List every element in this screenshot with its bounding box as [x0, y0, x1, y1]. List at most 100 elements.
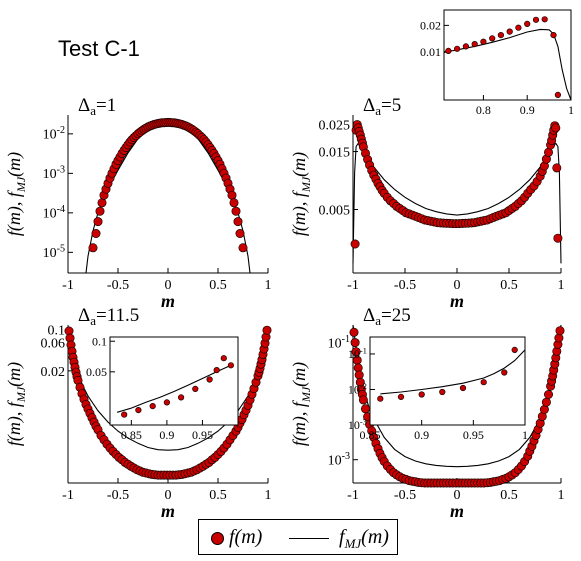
data-point: [350, 338, 360, 348]
data-point: [543, 389, 553, 399]
panel-delta_a_11_5_inset: 0.85 0.9 0.95 0.05 0.1: [86, 334, 239, 442]
plot-area: [85, 117, 251, 274]
data-point: [95, 206, 105, 216]
x-axis-label: m: [450, 291, 464, 311]
inset-frame: [109, 336, 239, 426]
data-point: [524, 20, 531, 28]
data-point: [360, 404, 370, 414]
x-tick-label: -1: [347, 278, 359, 293]
y-tick-label: 10-3: [43, 165, 65, 183]
x-tick-label: 0.5: [209, 488, 227, 503]
x-tick-label: 0: [165, 488, 172, 503]
plot-area: [349, 324, 565, 488]
x-tick-label: 1: [558, 488, 565, 503]
fmj-line: [352, 142, 562, 264]
x-tick-label: -0.5: [107, 488, 129, 503]
data-point: [480, 379, 487, 386]
y-tick-label: 10-4: [43, 204, 65, 222]
y-axis-label: f(m), fMJ(m): [289, 362, 313, 446]
data-point: [515, 24, 522, 31]
x-tick-label: 1: [265, 488, 272, 503]
y-axis-label: f(m), fMJ(m): [4, 362, 28, 446]
y-axis-label: f(m), fMJ(m): [289, 152, 313, 236]
y-tick-label: 0.015: [319, 145, 351, 160]
y-tick-label: 10-1: [348, 345, 367, 361]
y-tick-label: 0.06: [41, 337, 66, 352]
x-tick-label: 0.85: [121, 428, 142, 442]
data-point: [349, 327, 359, 337]
data-point: [91, 229, 101, 239]
x-axis-label: m: [161, 291, 175, 311]
plot-area: [443, 16, 572, 101]
y-tick-label: 0.02: [420, 19, 441, 33]
data-point: [454, 45, 461, 52]
y-tick-label: 0.1: [92, 334, 107, 348]
x-tick-label: 0.5: [209, 278, 227, 293]
data-point: [358, 395, 368, 405]
x-tick-label: -1: [62, 488, 74, 503]
y-tick-label: 10-2: [43, 125, 65, 143]
plot-area: [64, 325, 272, 480]
y-tick-label: 10-2: [348, 381, 367, 397]
plot-area: [116, 355, 234, 418]
fmj-line: [85, 121, 251, 274]
plot-area: [350, 120, 563, 264]
fmj-line: [380, 349, 526, 395]
legend-marker-icon: [211, 532, 224, 545]
data-point: [480, 38, 487, 45]
panel-annotation: Δa=1: [78, 95, 116, 118]
x-tick-label: 0.5: [500, 488, 518, 503]
x-tick-label: 0: [454, 488, 461, 503]
x-axis-label: m: [161, 501, 175, 521]
data-point: [418, 391, 425, 398]
x-tick-label: -1: [62, 278, 74, 293]
x-tick-label: 1: [265, 278, 272, 293]
data-point: [163, 399, 170, 406]
x-tick-label: 1: [558, 278, 565, 293]
x-tick-label: -0.5: [394, 278, 416, 293]
data-point: [497, 31, 505, 39]
data-point: [149, 403, 156, 410]
data-point: [551, 123, 561, 133]
y-tick-label: 0.025: [319, 119, 351, 134]
x-tick-label: 0.85: [360, 428, 381, 442]
panel-delta_a_25_inset: 0.85 0.9 0.95 1 10-3 10-2 10-1: [348, 336, 528, 442]
y-tick-label: 10-3: [328, 451, 350, 469]
x-tick-label: -0.5: [394, 488, 416, 503]
x-tick-label: 0.9: [159, 428, 174, 442]
x-tick-label: 0.5: [500, 278, 518, 293]
data-point: [229, 198, 239, 208]
figure-title: Test C-1: [58, 36, 140, 61]
data-point: [235, 229, 245, 239]
y-tick-label: 0.1: [48, 324, 66, 339]
y-tick-label: 0.02: [41, 365, 66, 380]
panel-delta_a_1: -1 -0.5 0 0.5 1 10-5 10-4 10-3 10-2 Δa=1 m f(m), fM…: [4, 95, 272, 311]
x-tick-label: 0.8: [476, 103, 491, 117]
data-point: [506, 28, 513, 35]
data-point: [459, 384, 467, 392]
data-point: [553, 233, 563, 243]
data-point: [88, 243, 98, 253]
data-point: [511, 346, 518, 354]
x-tick-label: 1: [568, 103, 574, 117]
data-point: [213, 367, 220, 374]
x-tick-label: 0: [454, 278, 461, 293]
panel-delta_a_5: -1 -0.5 0 0.5 1 0.005 0.015 0.025 Δa=5 m f(m), fMJ…: [289, 95, 565, 311]
data-point: [445, 47, 452, 55]
panel-annotation: Δa=11.5: [78, 305, 139, 328]
panel-delta_a_25: -1 -0.5 0 0.5 1 10-3 10-1 Δa=25 m f(m), fMJ(m): [289, 305, 565, 521]
data-point: [227, 362, 234, 369]
data-point: [262, 325, 272, 335]
panel-delta_a_5_inset: 0.8 0.9 1 0.01 0.02: [420, 9, 574, 117]
legend-points-label: f(m): [229, 526, 263, 548]
x-tick-label: 0.95: [192, 428, 213, 442]
data-point: [501, 369, 508, 376]
data-point: [233, 217, 243, 227]
legend-line-label: fMJ(m): [339, 526, 389, 551]
data-point: [178, 394, 185, 401]
panel-annotation: Δa=25: [363, 305, 411, 328]
inset-frame: [443, 9, 572, 101]
y-axis-label: f(m), fMJ(m): [4, 152, 28, 236]
data-point: [121, 411, 128, 418]
